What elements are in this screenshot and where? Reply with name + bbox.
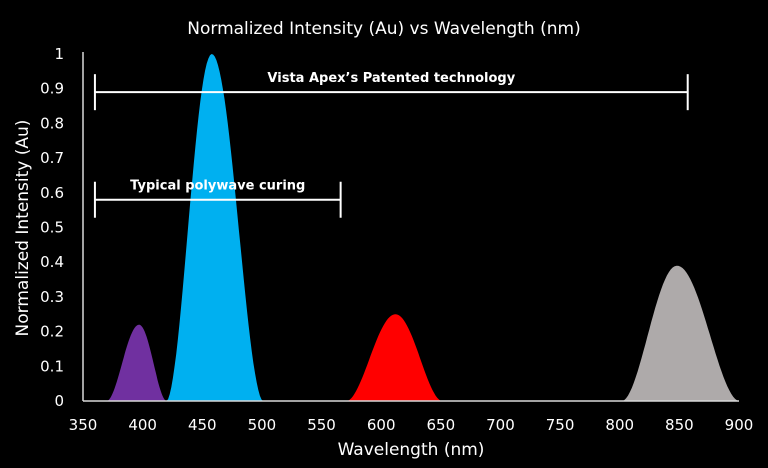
x-tick-label: 450 <box>188 416 217 434</box>
y-tick-label: 0.3 <box>40 288 64 306</box>
x-tick-label: 800 <box>605 416 634 434</box>
x-tick-label: 600 <box>367 416 396 434</box>
x-tick-label: 400 <box>128 416 157 434</box>
x-tick-label: 850 <box>665 416 694 434</box>
x-tick-label: 650 <box>426 416 455 434</box>
y-axis-label: Normalized Intensity (Au) <box>13 120 33 337</box>
y-tick-label: 1 <box>54 45 64 63</box>
chart-title: Normalized Intensity (Au) vs Wavelength … <box>187 19 580 39</box>
y-tick-label: 0.5 <box>40 219 64 237</box>
y-tick-label: 0 <box>54 392 64 410</box>
spectrum-band-3 <box>622 265 739 401</box>
x-tick-label: 900 <box>725 416 754 434</box>
bracket-annotation: Vista Apex’s Patented technology <box>93 71 689 111</box>
x-tick-label: 550 <box>307 416 336 434</box>
spectrum-band-0 <box>106 324 167 401</box>
spectrum-band-1 <box>166 54 264 401</box>
y-tick-label: 0.9 <box>40 80 64 98</box>
x-tick-label: 750 <box>546 416 575 434</box>
y-tick-label: 0.8 <box>40 114 64 132</box>
y-tick-label: 0.1 <box>40 357 64 375</box>
y-tick-label: 0.4 <box>40 253 64 271</box>
x-tick-label: 350 <box>69 416 98 434</box>
bracket-annotation: Typical polywave curing <box>93 179 342 218</box>
y-tick-label: 0.2 <box>40 323 64 341</box>
spectrum-band-2 <box>346 314 442 401</box>
y-tick-label: 0.6 <box>40 184 64 202</box>
x-tick-label: 700 <box>486 416 515 434</box>
y-tick-label: 0.7 <box>40 149 64 167</box>
bracket-label: Typical polywave curing <box>130 179 305 194</box>
x-axis-label: Wavelength (nm) <box>338 440 485 460</box>
bracket-label: Vista Apex’s Patented technology <box>267 71 515 86</box>
x-tick-label: 500 <box>248 416 277 434</box>
